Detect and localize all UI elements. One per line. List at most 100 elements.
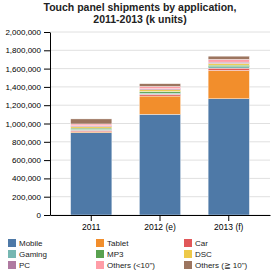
legend-label: Others (<10"): [107, 261, 155, 270]
x-tick: 2012 (e): [144, 215, 176, 232]
legend-swatch: [96, 250, 104, 258]
y-tick-label: 400,000: [12, 174, 41, 183]
y-tick-label: 200,000: [12, 193, 41, 202]
y-tick: 1,600,000: [5, 65, 50, 74]
legend-item: Tablet: [96, 239, 129, 248]
y-tick-mark: [44, 215, 50, 216]
bar: [208, 59, 249, 62]
legend-item: Others (<10"): [96, 261, 155, 270]
series: [71, 59, 250, 125]
series: [71, 67, 250, 131]
title-line: Touch panel shipments by application,: [44, 1, 237, 13]
legend-label: Tablet: [107, 239, 129, 248]
legend-swatch: [8, 239, 16, 247]
bar: [71, 133, 112, 215]
legend-swatch: [8, 250, 16, 258]
y-tick-mark: [44, 87, 50, 88]
legend: Mobile Tablet Car Gaming MP3 DSC PC Others (<10…: [8, 239, 248, 270]
legend-swatch: [96, 261, 104, 269]
legend-item: PC: [8, 261, 30, 270]
bar: [139, 90, 180, 92]
x-tick: 2011: [82, 215, 101, 232]
bar: [139, 91, 180, 93]
bar: [139, 114, 180, 215]
series: [71, 62, 250, 127]
legend-label: Gaming: [19, 250, 47, 259]
x-tick-label: 2012 (e): [144, 222, 176, 232]
series: [71, 68, 250, 132]
x-tick-mark: [91, 215, 92, 221]
legend-swatch: [96, 239, 104, 247]
bar: [208, 67, 249, 68]
bar-area: [71, 56, 250, 215]
y-tick-mark: [44, 124, 50, 125]
y-tick: 1,800,000: [5, 46, 50, 55]
legend-item: Gaming: [8, 250, 47, 259]
legend-label: Others (≧ 10"): [195, 261, 248, 270]
y-tick: 2,000,000: [5, 28, 50, 37]
y-tick: 800,000: [12, 138, 50, 147]
grid: [50, 32, 270, 215]
bar: [208, 62, 249, 63]
y-axis: 0 200,000 400,000 600,000 800,000 1,000,000 1,…: [5, 28, 50, 220]
bar: [71, 130, 112, 131]
y-tick: 1,000,000: [5, 120, 50, 129]
y-tick: 1,400,000: [5, 83, 50, 92]
bar: [71, 119, 112, 124]
legend-item: DSC: [184, 250, 212, 259]
title-line: 2011-2013 (k units): [93, 13, 186, 25]
legend-item: MP3: [96, 250, 124, 259]
y-tick-label: 2,000,000: [5, 28, 41, 37]
y-tick-label: 0: [37, 211, 42, 220]
grid-line: [50, 50, 270, 51]
legend-swatch: [184, 250, 192, 258]
legend-swatch: [184, 261, 192, 269]
y-tick-label: 1,200,000: [5, 101, 41, 110]
y-tick-mark: [44, 178, 50, 179]
legend-swatch: [8, 261, 16, 269]
plot: 0 200,000 400,000 600,000 800,000 1,000,000 1,…: [5, 28, 270, 232]
y-tick-label: 1,600,000: [5, 65, 41, 74]
bar: [208, 65, 249, 67]
y-tick: 0: [37, 211, 50, 220]
y-tick-label: 800,000: [12, 138, 41, 147]
legend-label: DSC: [195, 250, 212, 259]
y-tick-label: 600,000: [12, 156, 41, 165]
x-tick-mark: [228, 215, 229, 221]
x-tick-label: 2011: [82, 222, 101, 232]
bar: [208, 70, 249, 98]
y-tick-mark: [44, 69, 50, 70]
legend-label: MP3: [107, 250, 124, 259]
legend-label: Mobile: [19, 239, 43, 248]
bar: [139, 96, 180, 114]
y-tick-mark: [44, 160, 50, 161]
legend-swatch: [184, 239, 192, 247]
y-tick: 1,200,000: [5, 101, 50, 110]
y-tick-label: 1,400,000: [5, 83, 41, 92]
y-tick-mark: [44, 105, 50, 106]
y-tick-mark: [44, 197, 50, 198]
legend-item: Car: [184, 239, 208, 248]
y-tick-mark: [44, 142, 50, 143]
y-tick-mark: [44, 32, 50, 33]
series: [71, 65, 250, 129]
bar: [71, 129, 112, 131]
grid-line: [50, 32, 270, 33]
bars: [71, 56, 250, 215]
legend-label: PC: [19, 261, 30, 270]
y-tick: 600,000: [12, 156, 50, 165]
series: [71, 70, 250, 132]
bar: [139, 94, 180, 96]
series: [71, 56, 250, 124]
legend-label: Car: [195, 239, 208, 248]
x-tick: 2013 (f): [214, 215, 243, 232]
y-axis-line: [50, 33, 51, 216]
bar: [71, 127, 112, 128]
y-tick-label: 1,000,000: [5, 120, 41, 129]
bar: [71, 131, 112, 133]
title: Touch panel shipments by application,201…: [44, 1, 237, 25]
bar: [139, 84, 180, 87]
y-tick-mark: [44, 50, 50, 51]
bar: [208, 56, 249, 59]
bar: [208, 68, 249, 70]
